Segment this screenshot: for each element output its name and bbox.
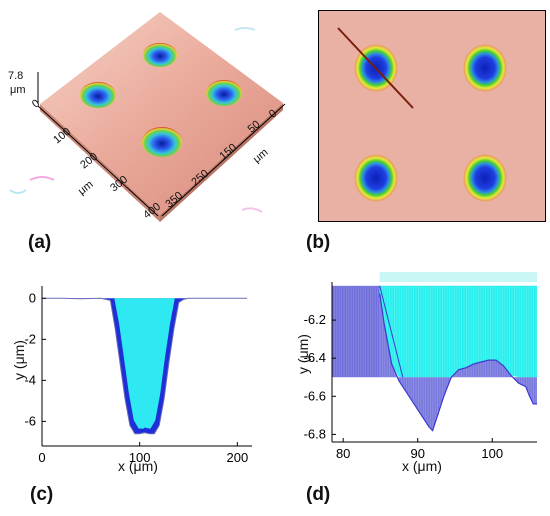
panel-a: 7.8 μm 0 100 200 300 400 μm 0 50 150 250… <box>0 0 290 230</box>
pit-front <box>142 127 182 157</box>
surface-top <box>40 12 283 215</box>
panel-d: 80 90 100 -6.2 -6.4 -6.6 -6.8 y (μm) x (μm) <box>282 262 550 492</box>
y-tick-label: -6 <box>24 413 36 428</box>
y-tick-label: -2 <box>24 331 36 346</box>
chart-c-ylabel: y (μm) <box>11 340 27 380</box>
chart-c: 0 100 200 0 -2 -4 -6 <box>24 286 252 465</box>
top-strip <box>379 272 537 282</box>
right-axis-line <box>161 103 286 217</box>
x-tick-label: 100 <box>129 450 151 465</box>
profile-line <box>379 293 537 432</box>
panel-a-surface-render <box>9 12 286 222</box>
panel-label-d: (d) <box>306 484 331 505</box>
left-axis-line <box>37 105 159 217</box>
pit-right <box>206 80 242 106</box>
hatched-region <box>379 293 537 431</box>
inner-fill-area <box>45 298 244 429</box>
x-tick-label: 0 <box>38 450 45 465</box>
x-tick-label: 100 <box>481 446 503 461</box>
panel-label-c: (c) <box>30 484 54 505</box>
pit-bottom-right <box>463 154 507 202</box>
edge-line <box>379 285 404 378</box>
pit-back <box>143 43 177 67</box>
chart-d-ylabel: y (μm) <box>295 334 311 374</box>
x-tick-label: 200 <box>226 450 248 465</box>
panel-c: 0 100 200 0 -2 -4 -6 y (μm) x (μm) <box>0 262 275 492</box>
y-tick-label: -6.6 <box>304 388 326 403</box>
chart-d: 80 90 100 -6.2 -6.4 -6.6 -6.8 <box>304 272 537 461</box>
panel-label-b: (b) <box>306 232 331 253</box>
panel-b-topview <box>318 10 546 222</box>
panel-label-a: (a) <box>28 232 52 253</box>
left-hatched-block <box>332 285 380 378</box>
scan-artifacts <box>9 27 263 213</box>
profile-line <box>42 297 248 435</box>
cyan-region <box>379 285 537 378</box>
panel-b <box>318 10 546 222</box>
x-tick-label: 80 <box>336 446 350 461</box>
y-tick-label: -6.8 <box>304 426 326 441</box>
x-tick-label: 90 <box>410 446 424 461</box>
pit-top-right <box>463 44 507 92</box>
pit-bottom-left <box>354 154 398 202</box>
y-tick-label: -6.2 <box>304 312 326 327</box>
chart-c-xlabel: x (μm) <box>118 458 158 474</box>
y-tick-label: 0 <box>29 290 36 305</box>
surface-side-right <box>160 103 283 222</box>
profile-cut-line <box>337 27 414 109</box>
z-unit-label: μm <box>10 84 26 96</box>
y-tick-label: -6.4 <box>304 350 326 365</box>
y-tick-label: -4 <box>24 372 36 387</box>
chart-d-xlabel: x (μm) <box>402 458 442 474</box>
z-value-label: 7.8 <box>8 70 24 82</box>
pit-left <box>80 82 116 108</box>
